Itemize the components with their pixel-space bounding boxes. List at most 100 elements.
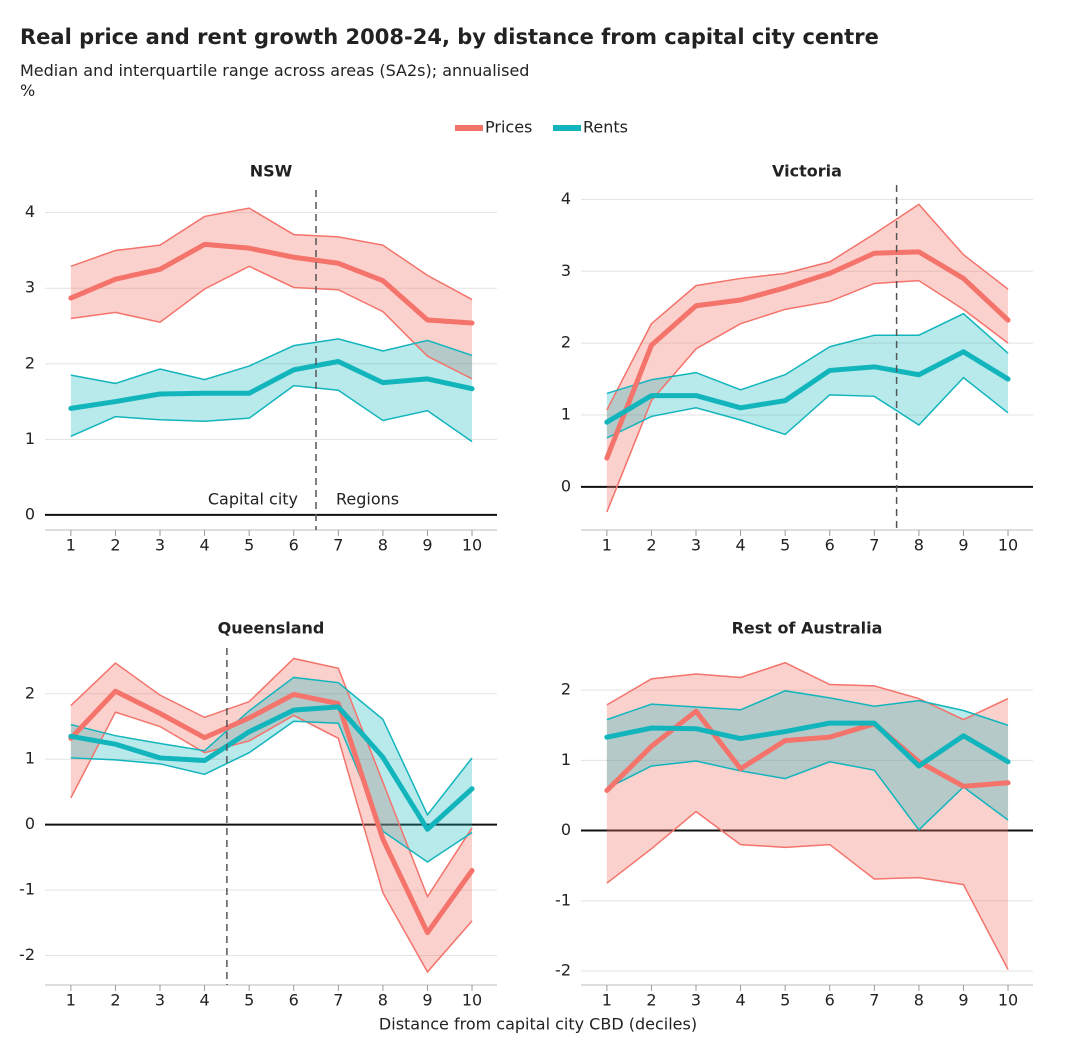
x-tick-label: 2 bbox=[110, 536, 120, 555]
x-tick-label: 9 bbox=[422, 536, 432, 555]
iqr-edge bbox=[606, 279, 1009, 513]
x-tick-label: 4 bbox=[735, 991, 745, 1010]
iqr-band bbox=[70, 338, 473, 442]
x-tick-label: 6 bbox=[825, 536, 835, 555]
x-axis-label: Distance from capital city CBD (deciles) bbox=[379, 1015, 697, 1034]
panel-title: Victoria bbox=[772, 162, 842, 181]
y-tick-label: 1 bbox=[25, 749, 35, 768]
x-tick-label: 9 bbox=[958, 991, 968, 1010]
x-tick-label: 6 bbox=[825, 991, 835, 1010]
y-tick-label: -1 bbox=[19, 880, 35, 899]
x-tick-label: 1 bbox=[602, 536, 612, 555]
iqr-edge bbox=[70, 657, 473, 899]
x-tick-label: 5 bbox=[780, 536, 790, 555]
median-line bbox=[604, 720, 1011, 769]
x-tick-label: 10 bbox=[462, 536, 482, 555]
x-tick-label: 3 bbox=[155, 991, 165, 1010]
x-tick-label: 7 bbox=[869, 991, 879, 1010]
x-tick-label: 8 bbox=[914, 991, 924, 1010]
x-tick-label: 1 bbox=[66, 536, 76, 555]
x-tick-label: 7 bbox=[333, 991, 343, 1010]
legend-label: Rents bbox=[583, 118, 628, 137]
panel-title: Queensland bbox=[218, 619, 325, 638]
median-line bbox=[68, 359, 475, 411]
x-tick-label: 5 bbox=[780, 991, 790, 1010]
iqr-edge bbox=[70, 265, 473, 380]
iqr-edge bbox=[606, 376, 1009, 439]
x-tick-label: 9 bbox=[958, 536, 968, 555]
x-tick-label: 10 bbox=[998, 536, 1018, 555]
iqr-band bbox=[70, 208, 473, 379]
x-tick-label: 7 bbox=[869, 536, 879, 555]
annotation: Capital city bbox=[208, 490, 298, 509]
y-tick-label: 1 bbox=[561, 750, 571, 769]
iqr-band bbox=[606, 662, 1009, 970]
x-tick-label: 2 bbox=[646, 991, 656, 1010]
x-tick-label: 4 bbox=[199, 536, 209, 555]
x-tick-label: 4 bbox=[199, 991, 209, 1010]
y-unit: % bbox=[20, 81, 35, 100]
y-tick-label: 0 bbox=[561, 820, 571, 839]
x-tick-label: 5 bbox=[244, 991, 254, 1010]
x-tick-label: 8 bbox=[378, 991, 388, 1010]
iqr-edge bbox=[70, 711, 473, 974]
x-tick-label: 3 bbox=[691, 991, 701, 1010]
x-tick-label: 2 bbox=[646, 536, 656, 555]
x-tick-label: 3 bbox=[155, 536, 165, 555]
iqr-edge bbox=[606, 760, 1009, 831]
x-tick-label: 10 bbox=[998, 991, 1018, 1010]
iqr-edge bbox=[606, 661, 1009, 721]
chart-subtitle: Median and interquartile range across ar… bbox=[20, 61, 529, 80]
y-tick-label: 4 bbox=[25, 202, 35, 221]
panel-title: Rest of Australia bbox=[732, 619, 883, 638]
y-tick-label: -2 bbox=[555, 960, 571, 979]
x-tick-label: 6 bbox=[289, 991, 299, 1010]
legend-label: Prices bbox=[485, 118, 532, 137]
iqr-edge bbox=[70, 384, 473, 443]
y-tick-label: 0 bbox=[25, 814, 35, 833]
iqr-edge bbox=[70, 338, 473, 385]
x-tick-label: 10 bbox=[462, 991, 482, 1010]
iqr-edge bbox=[606, 203, 1009, 411]
y-tick-label: 1 bbox=[25, 429, 35, 448]
x-tick-label: 5 bbox=[244, 536, 254, 555]
x-tick-label: 7 bbox=[333, 536, 343, 555]
x-tick-label: 8 bbox=[914, 536, 924, 555]
median-line bbox=[68, 704, 475, 832]
median-line bbox=[604, 349, 1011, 425]
iqr-band bbox=[606, 313, 1009, 438]
iqr-edge bbox=[70, 676, 473, 817]
x-tick-label: 1 bbox=[602, 991, 612, 1010]
y-tick-label: -1 bbox=[555, 890, 571, 909]
x-tick-label: 1 bbox=[66, 991, 76, 1010]
iqr-edge bbox=[70, 720, 473, 863]
y-tick-label: 4 bbox=[561, 189, 571, 208]
y-tick-label: 3 bbox=[25, 278, 35, 297]
x-tick-label: 3 bbox=[691, 536, 701, 555]
iqr-edge bbox=[606, 312, 1009, 395]
median-line bbox=[68, 688, 475, 936]
y-tick-label: 2 bbox=[561, 333, 571, 352]
y-tick-label: 2 bbox=[25, 353, 35, 372]
median-line bbox=[68, 241, 475, 326]
y-tick-label: 3 bbox=[561, 261, 571, 280]
y-tick-label: 0 bbox=[25, 504, 35, 523]
median-line bbox=[604, 249, 1011, 461]
x-tick-label: 9 bbox=[422, 991, 432, 1010]
y-tick-label: 2 bbox=[561, 680, 571, 699]
x-tick-label: 4 bbox=[735, 536, 745, 555]
x-tick-label: 2 bbox=[110, 991, 120, 1010]
x-tick-label: 6 bbox=[289, 536, 299, 555]
iqr-edge bbox=[70, 207, 473, 301]
iqr-edge bbox=[606, 690, 1009, 726]
y-tick-label: 2 bbox=[25, 683, 35, 702]
annotation: Regions bbox=[336, 490, 399, 509]
x-tick-label: 8 bbox=[378, 536, 388, 555]
chart-title: Real price and rent growth 2008-24, by d… bbox=[20, 25, 879, 49]
y-tick-label: 0 bbox=[561, 476, 571, 495]
y-tick-label: -2 bbox=[19, 945, 35, 964]
panel-title: NSW bbox=[250, 162, 293, 181]
iqr-band bbox=[70, 677, 473, 862]
